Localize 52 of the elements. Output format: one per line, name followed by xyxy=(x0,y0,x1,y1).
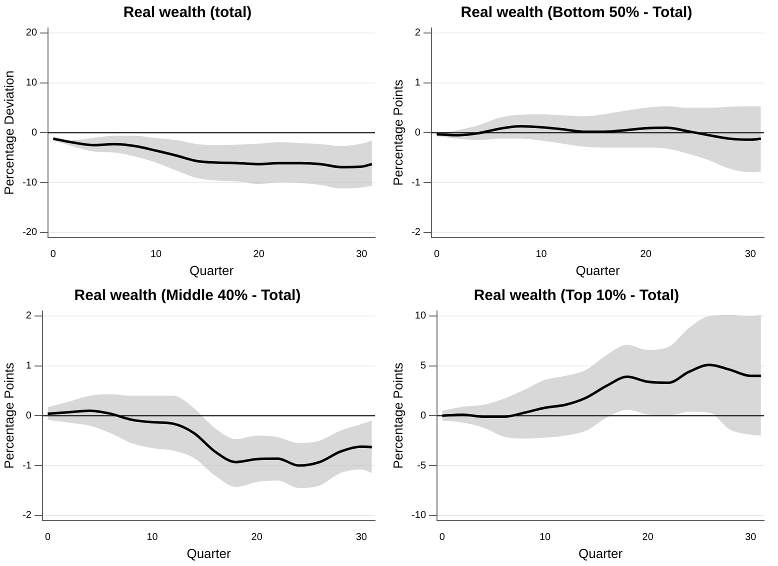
x-tick-label: 30 xyxy=(745,532,757,544)
x-axis-title: Quarter xyxy=(189,262,234,278)
y-tick-label: -2 xyxy=(22,510,32,522)
chart-title: Real wealth (Top 10% - Total) xyxy=(474,287,680,304)
chart-title: Real wealth (total) xyxy=(123,4,252,22)
x-axis-title: Quarter xyxy=(576,262,620,278)
y-tick-label: -5 xyxy=(417,460,426,472)
y-axis-title: Percentage Points xyxy=(390,79,406,186)
line-series xyxy=(435,124,762,141)
y-tick-label: 0 xyxy=(414,127,421,138)
y-tick-label: 1 xyxy=(26,360,32,372)
y-tick-label: -20 xyxy=(22,227,38,238)
x-tick-label: 20 xyxy=(253,249,265,260)
chart-title: Real wealth (Bottom 50% - Total) xyxy=(460,4,692,22)
y-axis-title: Percentage Points xyxy=(1,362,16,469)
line-series xyxy=(46,409,374,467)
y-tick-label: -1 xyxy=(22,460,32,472)
y-tick-label: 5 xyxy=(420,360,426,372)
x-tick-label: 10 xyxy=(539,532,552,544)
y-tick-label: 10 xyxy=(26,78,38,89)
x-tick-label: 30 xyxy=(356,532,368,544)
y-tick-label: 2 xyxy=(26,310,32,322)
y-axis-title: Percentage Deviation xyxy=(1,70,16,195)
x-tick-label: 10 xyxy=(150,249,162,260)
x-axis-title: Quarter xyxy=(578,546,624,561)
y-tick-label: 0 xyxy=(420,410,426,422)
x-tick-label: 10 xyxy=(146,532,158,544)
x-tick-label: 0 xyxy=(50,249,56,260)
y-tick-label: -10 xyxy=(22,177,38,188)
y-axis-title: Percentage Points xyxy=(390,362,406,469)
y-tick-label: 1 xyxy=(414,78,421,89)
x-tick-label: 0 xyxy=(439,532,446,544)
x-axis-title: Quarter xyxy=(186,546,232,561)
y-tick-label: -10 xyxy=(412,510,426,522)
y-tick-label: -2 xyxy=(412,227,421,238)
y-tick-label: 0 xyxy=(31,127,38,138)
y-tick-label: 20 xyxy=(26,28,38,39)
x-tick-label: 10 xyxy=(536,249,548,260)
y-tick-label: 0 xyxy=(26,410,32,422)
chart-title: Real wealth (Middle 40% - Total) xyxy=(74,287,301,304)
x-tick-label: 0 xyxy=(434,249,440,260)
x-tick-label: 30 xyxy=(744,249,756,260)
x-tick-label: 20 xyxy=(642,532,654,544)
y-tick-label: 10 xyxy=(414,310,426,322)
x-tick-label: 20 xyxy=(640,249,652,260)
y-tick-label: 2 xyxy=(414,28,421,39)
line-series xyxy=(52,137,374,168)
y-tick-label: -1 xyxy=(412,177,421,188)
x-tick-label: 0 xyxy=(44,532,51,544)
line-series xyxy=(440,364,762,418)
x-tick-label: 30 xyxy=(356,249,368,260)
x-tick-label: 20 xyxy=(251,532,263,544)
